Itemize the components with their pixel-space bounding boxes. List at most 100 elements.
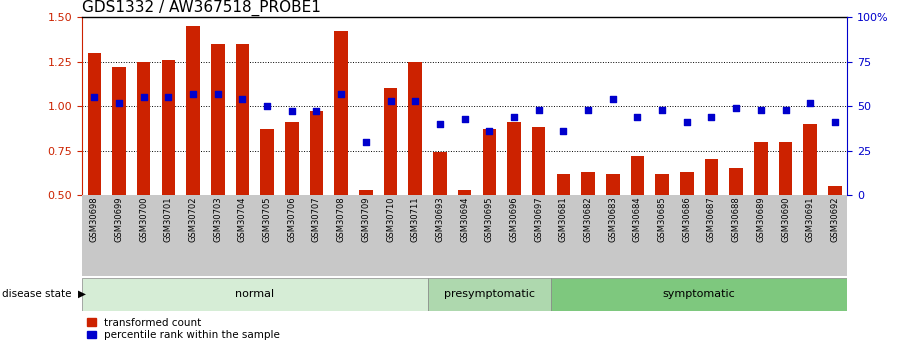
- Point: [507, 114, 521, 119]
- Bar: [483, 129, 496, 195]
- Text: GSM30706: GSM30706: [287, 197, 296, 242]
- Bar: [87, 53, 101, 195]
- Text: GSM30710: GSM30710: [386, 197, 395, 242]
- Point: [457, 116, 472, 121]
- Point: [580, 107, 595, 112]
- Text: normal: normal: [235, 289, 274, 299]
- Point: [137, 95, 151, 100]
- Point: [309, 109, 323, 114]
- Text: GSM30687: GSM30687: [707, 197, 716, 242]
- Text: GSM30685: GSM30685: [658, 197, 667, 242]
- Text: GSM30682: GSM30682: [584, 197, 592, 242]
- Bar: [581, 172, 595, 195]
- Point: [606, 96, 620, 102]
- Text: GSM30702: GSM30702: [189, 197, 198, 242]
- Text: GSM30691: GSM30691: [805, 197, 814, 242]
- Bar: [804, 124, 817, 195]
- Bar: [828, 186, 842, 195]
- Point: [803, 100, 817, 105]
- Bar: [161, 60, 175, 195]
- Point: [112, 100, 127, 105]
- Text: GSM30695: GSM30695: [485, 197, 494, 242]
- Point: [161, 95, 176, 100]
- Bar: [186, 26, 200, 195]
- Text: GSM30703: GSM30703: [213, 197, 222, 242]
- Text: GSM30698: GSM30698: [90, 197, 98, 242]
- Bar: [137, 62, 150, 195]
- Point: [87, 95, 102, 100]
- Point: [210, 91, 225, 96]
- Text: GSM30697: GSM30697: [534, 197, 543, 242]
- Text: GSM30681: GSM30681: [558, 197, 568, 242]
- Point: [630, 114, 645, 119]
- FancyBboxPatch shape: [427, 278, 551, 310]
- Text: GSM30700: GSM30700: [139, 197, 148, 242]
- Point: [359, 139, 374, 144]
- Text: GSM30696: GSM30696: [509, 197, 518, 242]
- Bar: [557, 174, 570, 195]
- Bar: [630, 156, 644, 195]
- Text: GSM30693: GSM30693: [435, 197, 445, 242]
- Point: [680, 119, 694, 125]
- Text: GSM30686: GSM30686: [682, 197, 691, 242]
- Bar: [112, 67, 126, 195]
- Point: [778, 107, 793, 112]
- Point: [729, 105, 743, 111]
- Text: GSM30694: GSM30694: [460, 197, 469, 242]
- Text: GSM30683: GSM30683: [609, 197, 618, 242]
- Point: [408, 98, 423, 104]
- Text: GSM30701: GSM30701: [164, 197, 173, 242]
- Bar: [730, 168, 743, 195]
- Text: GSM30707: GSM30707: [312, 197, 321, 242]
- Bar: [458, 190, 471, 195]
- Bar: [261, 129, 274, 195]
- Bar: [680, 172, 693, 195]
- Text: GSM30689: GSM30689: [756, 197, 765, 242]
- Text: GSM30709: GSM30709: [362, 197, 371, 242]
- FancyBboxPatch shape: [551, 278, 847, 310]
- Bar: [285, 122, 299, 195]
- Bar: [408, 62, 422, 195]
- Bar: [754, 141, 768, 195]
- Text: presymptomatic: presymptomatic: [444, 289, 535, 299]
- Point: [186, 91, 200, 96]
- Text: GDS1332 / AW367518_PROBE1: GDS1332 / AW367518_PROBE1: [82, 0, 321, 16]
- Text: GSM30708: GSM30708: [337, 197, 345, 242]
- Bar: [433, 152, 446, 195]
- Point: [704, 114, 719, 119]
- Text: GSM30684: GSM30684: [633, 197, 642, 242]
- Point: [334, 91, 349, 96]
- Text: GSM30704: GSM30704: [238, 197, 247, 242]
- Bar: [334, 31, 348, 195]
- Legend: transformed count, percentile rank within the sample: transformed count, percentile rank withi…: [87, 318, 280, 340]
- Point: [384, 98, 398, 104]
- Bar: [779, 141, 793, 195]
- Text: disease state  ▶: disease state ▶: [2, 289, 86, 299]
- Point: [235, 96, 250, 102]
- Text: symptomatic: symptomatic: [662, 289, 735, 299]
- Bar: [606, 174, 619, 195]
- Point: [827, 119, 842, 125]
- Bar: [359, 190, 373, 195]
- FancyBboxPatch shape: [82, 278, 427, 310]
- Bar: [310, 111, 323, 195]
- Bar: [211, 44, 224, 195]
- Text: GSM30692: GSM30692: [831, 197, 839, 242]
- Text: GSM30711: GSM30711: [411, 197, 420, 242]
- Point: [531, 107, 546, 112]
- Bar: [507, 122, 521, 195]
- Point: [284, 109, 299, 114]
- Point: [655, 107, 670, 112]
- Point: [433, 121, 447, 127]
- Point: [482, 128, 496, 134]
- Text: GSM30690: GSM30690: [781, 197, 790, 242]
- Point: [260, 104, 274, 109]
- Bar: [655, 174, 669, 195]
- Bar: [384, 88, 397, 195]
- Point: [556, 128, 570, 134]
- Bar: [705, 159, 718, 195]
- Text: GSM30688: GSM30688: [732, 197, 741, 242]
- Text: GSM30705: GSM30705: [262, 197, 271, 242]
- Bar: [236, 44, 250, 195]
- Text: GSM30699: GSM30699: [115, 197, 124, 242]
